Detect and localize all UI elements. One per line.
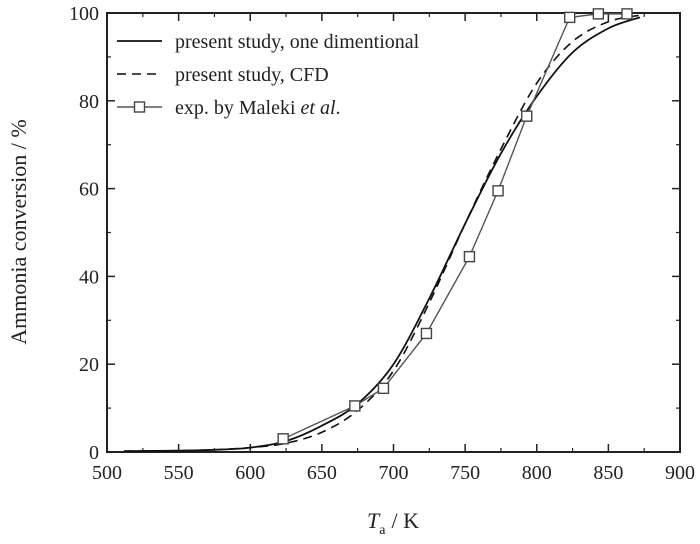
x-tick-label: 500 xyxy=(92,462,122,484)
legend-label: present study, CFD xyxy=(175,64,329,86)
experimental-data-point xyxy=(492,185,504,197)
legend: present study, one dimentional present st… xyxy=(117,31,420,119)
legend-label: exp. by Maleki et al. xyxy=(175,97,341,119)
y-tick-label: 80 xyxy=(79,91,99,113)
experimental-data-point xyxy=(592,8,605,20)
y-tick-label: 40 xyxy=(79,266,99,288)
legend-swatch-square-marker xyxy=(133,101,146,113)
experimental-data-point xyxy=(621,8,633,20)
series-line-one-dimensional xyxy=(124,16,641,453)
experimental-data-point xyxy=(377,382,390,395)
x-tick-label: 700 xyxy=(379,462,409,484)
experimental-data-point xyxy=(521,110,533,122)
y-tick-label: 100 xyxy=(69,3,99,25)
x-tick-label: 600 xyxy=(235,462,265,484)
y-axis-title: Ammonia conversion / % xyxy=(6,119,31,344)
x-tick-label: 800 xyxy=(522,462,552,484)
experimental-data-point xyxy=(463,250,476,263)
experimental-data-point xyxy=(277,433,289,445)
x-tick-label: 900 xyxy=(665,462,695,484)
x-axis-title: Ta / K xyxy=(367,508,419,538)
y-tick-label: 0 xyxy=(89,442,99,464)
legend-label: present study, one dimentional xyxy=(175,31,420,53)
y-tick-label: 60 xyxy=(79,179,99,201)
experimental-data-point xyxy=(563,11,576,24)
x-tick-label: 750 xyxy=(450,462,480,484)
x-tick-label: 650 xyxy=(307,462,337,484)
series-line-experimental xyxy=(282,13,627,440)
experimental-data-point xyxy=(349,400,361,412)
series-line-cfd xyxy=(124,14,641,452)
x-tick-label: 850 xyxy=(593,462,623,484)
x-tick-label: 550 xyxy=(164,462,194,484)
experimental-data-point xyxy=(420,327,433,340)
y-tick-label: 20 xyxy=(79,354,99,376)
